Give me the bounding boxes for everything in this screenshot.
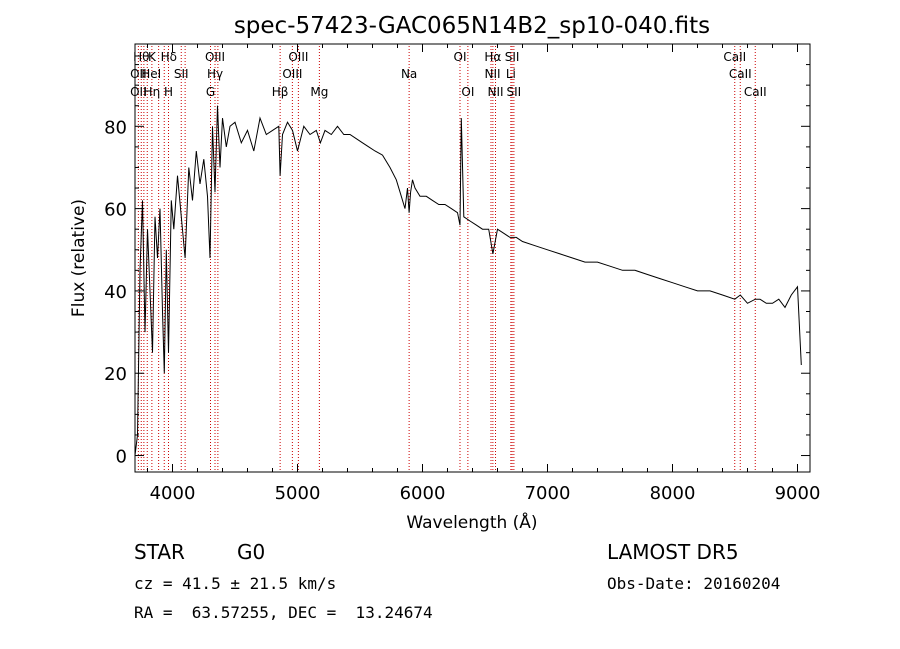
line-label: K — [148, 50, 157, 64]
y-axis-ticks: 0 20 40 60 80 — [104, 64, 810, 468]
line-label: OIII — [205, 50, 225, 64]
line-label: Hα — [484, 50, 501, 64]
object-subclass: G0 — [237, 540, 266, 564]
y-tick-label: 0 — [116, 447, 127, 468]
line-label: OII — [130, 67, 147, 81]
line-label: SII — [174, 67, 189, 81]
y-axis-label: Flux (relative) — [69, 199, 89, 317]
spectrum-line — [134, 105, 802, 456]
x-tick-label: 5000 — [275, 483, 321, 504]
y-tick-label: 20 — [104, 364, 127, 385]
line-label: CaII — [723, 50, 746, 64]
x-tick-label: 8000 — [650, 483, 696, 504]
line-label: CaII — [729, 67, 752, 81]
obs-date-text: Obs-Date: 20160204 — [607, 574, 781, 593]
x-axis-label: Wavelength (Å) — [406, 511, 537, 533]
line-label: Hη — [144, 85, 161, 99]
redshift-text: cz = 41.5 ± 21.5 km/s — [134, 574, 337, 593]
line-label: SII — [507, 85, 522, 99]
x-tick-label: 4000 — [150, 483, 196, 504]
object-class: STAR — [134, 540, 185, 564]
coordinates-text: RA = 63.57255, DEC = 13.24674 — [134, 603, 433, 622]
line-label: NII — [487, 85, 503, 99]
x-tick-label: 9000 — [775, 483, 821, 504]
line-label: H — [164, 85, 173, 99]
line-label: Hβ — [272, 85, 289, 99]
y-tick-label: 80 — [104, 117, 127, 138]
chart-title: spec-57423-GAC065N14B2_sp10-040.fits — [234, 13, 710, 39]
line-label: NII — [484, 67, 500, 81]
x-tick-label: 7000 — [525, 483, 571, 504]
line-label: G — [206, 85, 215, 99]
x-tick-label: 6000 — [400, 483, 446, 504]
line-label: OIII — [288, 50, 308, 64]
y-tick-label: 60 — [104, 200, 127, 221]
line-label: Na — [401, 67, 417, 81]
line-label: SII — [505, 50, 520, 64]
line-label: OI — [461, 85, 474, 99]
survey-label: LAMOST DR5 — [607, 540, 739, 564]
line-label: Hγ — [207, 67, 223, 81]
line-label: OII — [130, 85, 147, 99]
line-label: Hδ — [161, 50, 177, 64]
line-label: OI — [454, 50, 467, 64]
line-label: Mg — [310, 85, 328, 99]
line-label: CaII — [744, 85, 767, 99]
x-axis-ticks: 4000 5000 6000 7000 8000 9000 — [147, 44, 821, 504]
line-label: HeI — [141, 67, 161, 81]
plot-frame — [134, 43, 811, 473]
line-label: OIII — [282, 67, 302, 81]
y-tick-label: 40 — [104, 282, 127, 303]
spectral-line-markers — [137, 46, 756, 472]
line-label: Hθ — [133, 50, 149, 64]
line-label: Li — [506, 67, 516, 81]
